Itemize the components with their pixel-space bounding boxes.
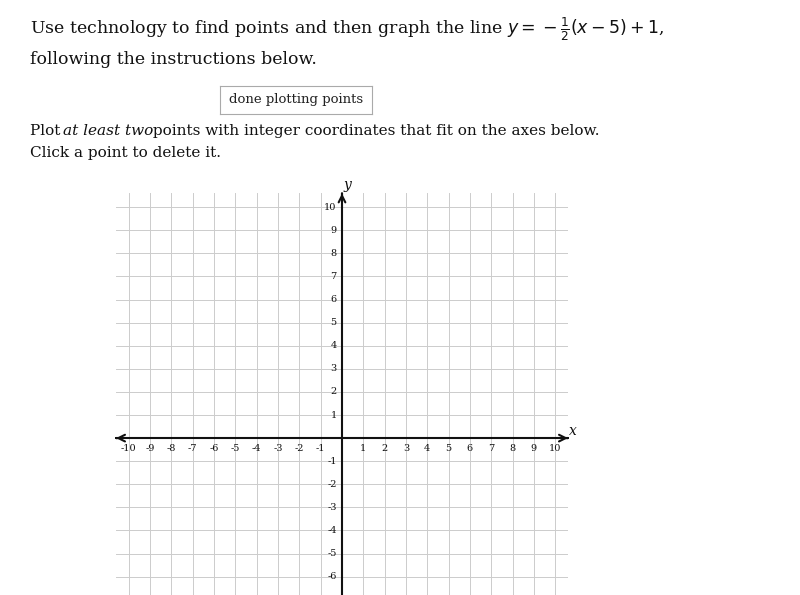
Text: 3: 3 — [403, 444, 409, 453]
Text: 10: 10 — [324, 203, 337, 212]
Text: following the instructions below.: following the instructions below. — [30, 51, 318, 68]
Text: done plotting points: done plotting points — [229, 93, 363, 107]
Text: -9: -9 — [146, 444, 155, 453]
Text: -3: -3 — [327, 503, 337, 512]
Text: 5: 5 — [446, 444, 452, 453]
Text: 2: 2 — [382, 444, 388, 453]
Text: 1: 1 — [330, 411, 337, 419]
Text: 6: 6 — [467, 444, 473, 453]
Text: 4: 4 — [330, 342, 337, 350]
Text: x: x — [569, 424, 577, 438]
Text: Use technology to find points and then graph the line $y = -\frac{1}{2}(x - 5) +: Use technology to find points and then g… — [30, 15, 665, 42]
Text: -4: -4 — [252, 444, 262, 453]
Text: y: y — [343, 178, 351, 192]
Text: -5: -5 — [230, 444, 240, 453]
Text: -3: -3 — [274, 444, 282, 453]
Text: -6: -6 — [327, 572, 337, 581]
Text: 4: 4 — [424, 444, 430, 453]
Text: -10: -10 — [121, 444, 137, 453]
Text: -8: -8 — [166, 444, 176, 453]
Text: 9: 9 — [330, 226, 337, 235]
Text: -7: -7 — [188, 444, 198, 453]
Text: 7: 7 — [330, 272, 337, 281]
Text: points with integer coordinates that fit on the axes below.: points with integer coordinates that fit… — [148, 124, 599, 138]
Text: -1: -1 — [327, 457, 337, 466]
Text: 8: 8 — [510, 444, 516, 453]
Text: 8: 8 — [330, 249, 337, 258]
Text: -6: -6 — [210, 444, 218, 453]
Text: 6: 6 — [330, 295, 337, 304]
Text: 1: 1 — [360, 444, 366, 453]
Text: 9: 9 — [531, 444, 537, 453]
Text: 7: 7 — [488, 444, 494, 453]
Text: 2: 2 — [330, 387, 337, 396]
Text: Click a point to delete it.: Click a point to delete it. — [30, 146, 222, 160]
Text: -4: -4 — [327, 526, 337, 535]
Text: at least two: at least two — [63, 124, 154, 138]
Text: 3: 3 — [330, 364, 337, 373]
Text: -2: -2 — [294, 444, 304, 453]
Text: -1: -1 — [316, 444, 326, 453]
Text: 5: 5 — [330, 318, 337, 327]
Text: -5: -5 — [327, 549, 337, 558]
Text: -2: -2 — [327, 480, 337, 488]
Text: 10: 10 — [549, 444, 562, 453]
Text: Plot: Plot — [30, 124, 66, 138]
